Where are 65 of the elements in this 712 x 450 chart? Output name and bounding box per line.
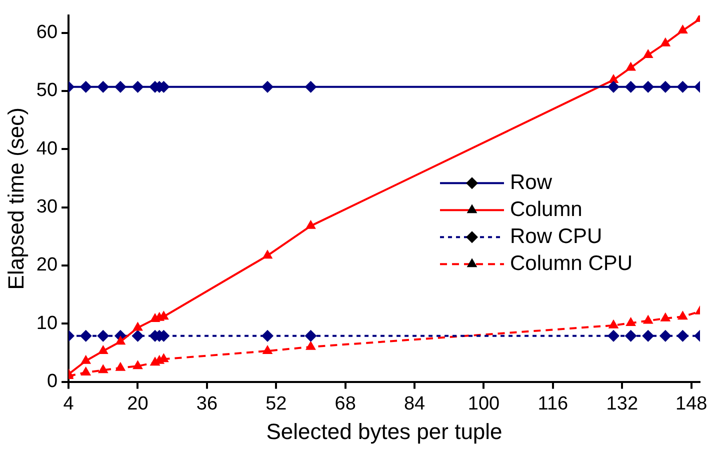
x-tick-label: 100 (468, 393, 500, 414)
y-tick-label: 30 (36, 196, 58, 218)
point (80, 366, 92, 376)
point (626, 317, 636, 326)
point (115, 362, 126, 371)
x-tick-label: 4 (63, 393, 74, 414)
point (132, 322, 143, 331)
point (676, 80, 689, 93)
point (678, 310, 688, 320)
x-tick-label: 36 (196, 393, 218, 414)
point (115, 336, 126, 345)
point (80, 80, 92, 93)
point (624, 80, 637, 93)
point (660, 37, 671, 46)
point (80, 330, 92, 342)
point (659, 80, 672, 93)
point (97, 330, 110, 342)
point (608, 80, 620, 93)
y-axis-title: Elapsed time (sec) (3, 108, 28, 290)
x-tick-label: 116 (538, 393, 568, 414)
point (132, 330, 144, 342)
point (261, 80, 274, 93)
legend-label: Column (510, 198, 582, 221)
x-tick-label: 84 (404, 393, 426, 414)
x-tick-label: 20 (127, 393, 148, 414)
point (306, 340, 316, 350)
point (626, 62, 636, 71)
x-tick-label: 68 (334, 393, 356, 414)
y-tick-label: 40 (36, 138, 58, 160)
point (678, 24, 688, 34)
x-axis-title: Selected bytes per tuple (266, 418, 502, 444)
point (676, 330, 689, 342)
point (660, 312, 671, 322)
y-tick-label: 0 (46, 371, 58, 392)
legend-label: Row (510, 170, 553, 194)
point (114, 80, 126, 93)
x-tick-label: 132 (606, 393, 638, 414)
point (306, 220, 316, 229)
point (608, 330, 620, 342)
point (98, 344, 108, 354)
point (262, 250, 273, 259)
point (624, 330, 637, 342)
point (80, 354, 92, 364)
y-tick-label: 60 (36, 22, 58, 44)
point (132, 80, 144, 93)
point (659, 330, 672, 342)
legend-label: Row CPU (510, 224, 602, 248)
point (608, 319, 619, 328)
legend-label: Column CPU (510, 252, 633, 275)
point (642, 48, 654, 58)
point (642, 80, 654, 93)
point (642, 330, 654, 342)
point (97, 80, 110, 93)
y-tick-label: 50 (36, 80, 58, 102)
point (98, 364, 108, 374)
point (304, 80, 317, 93)
x-tick-label: 148 (676, 393, 708, 414)
point (262, 344, 273, 354)
point (132, 360, 143, 370)
point (304, 330, 317, 342)
point (642, 314, 654, 324)
y-tick-label: 10 (36, 312, 58, 334)
y-tick-label: 20 (36, 254, 58, 276)
point (261, 330, 274, 342)
x-tick-label: 52 (266, 393, 287, 414)
